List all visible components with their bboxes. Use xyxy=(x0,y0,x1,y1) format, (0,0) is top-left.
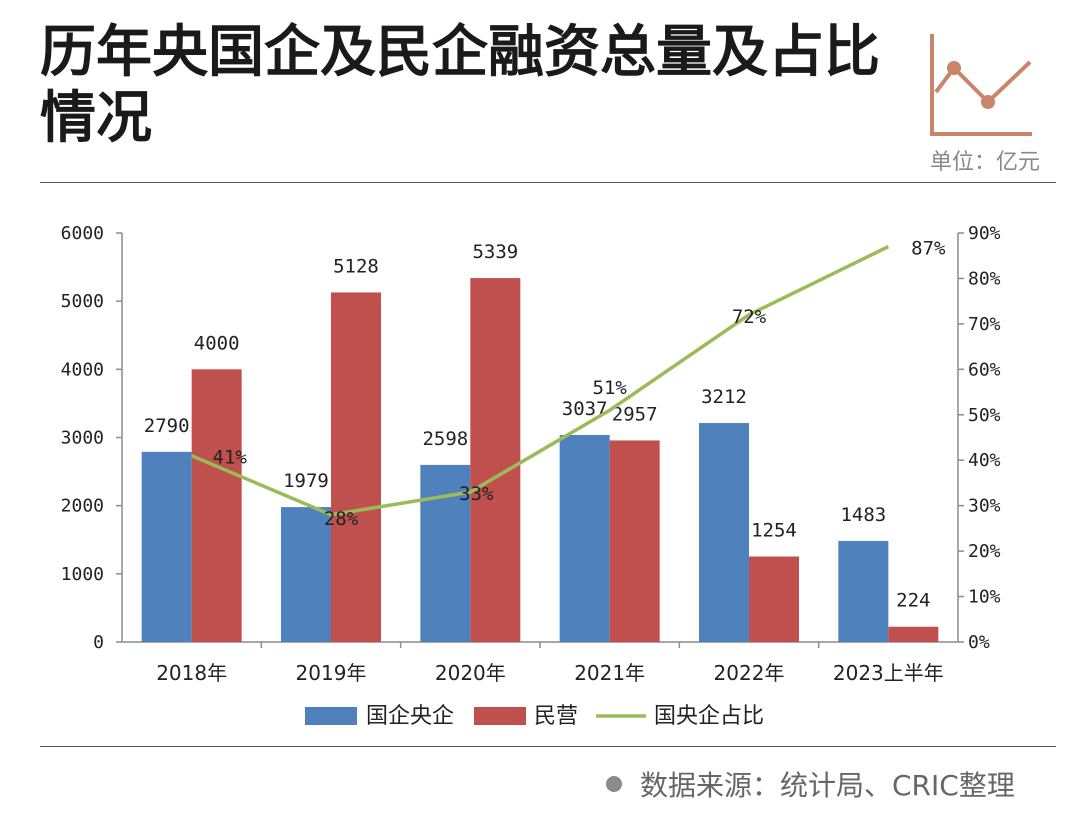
y-right-tick-label: 70% xyxy=(968,314,1001,335)
private-bar xyxy=(470,278,521,642)
soe-bar xyxy=(141,451,192,642)
y-right-tick-label: 50% xyxy=(968,405,1001,426)
data-source: 数据来源：统计局、CRIC整理 xyxy=(606,764,1015,804)
share-point-label: 72% xyxy=(732,306,767,328)
x-tick-label: 2022年 xyxy=(714,661,785,685)
share-point-label: 33% xyxy=(459,483,494,505)
y-left-tick-label: 5000 xyxy=(61,291,104,312)
private-bar xyxy=(609,440,660,642)
y-left-tick-label: 3000 xyxy=(61,428,104,449)
soe-bar-label: 1979 xyxy=(283,470,329,492)
share-point-label: 51% xyxy=(593,377,628,399)
private-bar-label: 224 xyxy=(896,590,930,612)
private-bar-label: 5128 xyxy=(333,255,379,277)
x-tick-label: 2021年 xyxy=(574,661,645,685)
legend-swatch-soe xyxy=(305,707,357,725)
private-bar-label: 2957 xyxy=(612,403,658,425)
share-line xyxy=(190,245,890,517)
x-tick-label: 2019年 xyxy=(296,661,367,685)
private-bar xyxy=(191,369,242,642)
share-point-label: 41% xyxy=(213,447,248,469)
y-right-tick-label: 60% xyxy=(968,359,1001,380)
line-chart-logo-icon xyxy=(930,34,1032,136)
soe-bar-label: 1483 xyxy=(840,504,886,526)
y-right-tick-label: 30% xyxy=(968,496,1001,517)
legend-label-share: 国央企占比 xyxy=(654,704,764,729)
soe-bar-label: 2790 xyxy=(144,415,190,437)
private-bar xyxy=(888,626,939,642)
soe-bar xyxy=(699,423,749,642)
page-title: 历年央国企及民企融资总量及占比情况 xyxy=(40,20,880,151)
financing-chart: 0 1000 2000 3000 4000 5000 6000 0% 10% 20% 30% 40% 5… xyxy=(61,223,1001,729)
y-right-tick-label: 20% xyxy=(968,541,1001,562)
private-bar-label: 4000 xyxy=(194,332,240,354)
bullet-dot-icon xyxy=(606,776,622,792)
soe-bar-label: 3212 xyxy=(701,386,747,408)
x-tick-label: 2018年 xyxy=(156,661,227,685)
unit-label: 单位：亿元 xyxy=(930,150,1041,175)
private-bar-label: 1254 xyxy=(751,520,797,542)
x-tick-label: 2020年 xyxy=(435,661,506,685)
y-right-tick-label: 40% xyxy=(968,450,1001,471)
share-point-label: 28% xyxy=(324,508,359,530)
soe-bar xyxy=(838,540,889,642)
legend-label-soe: 国企央企 xyxy=(366,704,454,729)
legend-swatch-private xyxy=(474,707,526,725)
y-right-tick-label: 10% xyxy=(968,587,1001,608)
soe-bar xyxy=(281,507,331,642)
y-right-tick-label: 90% xyxy=(968,223,1001,244)
y-left-tick-label: 4000 xyxy=(61,359,104,380)
data-source-text: 数据来源：统计局、CRIC整理 xyxy=(640,769,1015,802)
legend-label-private: 民营 xyxy=(534,704,578,729)
y-left-tick-label: 2000 xyxy=(61,496,104,517)
y-left-tick-label: 6000 xyxy=(61,223,104,244)
y-right-tick-label: 80% xyxy=(968,268,1001,289)
private-bar xyxy=(331,292,381,642)
y-right-tick-label: 0% xyxy=(968,632,990,653)
y-left-tick-label: 0 xyxy=(93,632,104,653)
soe-bar-label: 2598 xyxy=(422,428,468,450)
bottom-divider xyxy=(40,746,1056,747)
private-bar xyxy=(749,556,799,642)
share-point-label: 87% xyxy=(911,238,946,260)
x-tick-label: 2023上半年 xyxy=(833,661,944,685)
soe-bar xyxy=(559,434,610,642)
private-bar-label: 5339 xyxy=(472,241,518,263)
top-divider xyxy=(40,182,1056,183)
y-left-tick-label: 1000 xyxy=(61,564,104,585)
soe-bar-label: 3037 xyxy=(562,398,608,420)
